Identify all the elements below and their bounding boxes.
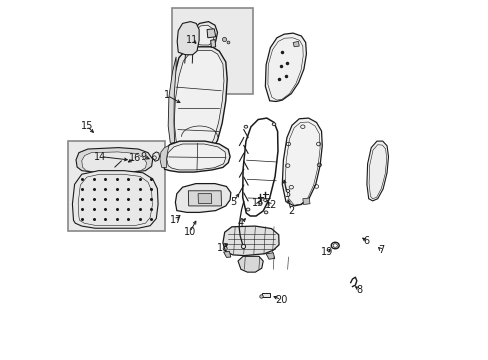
Polygon shape [206, 29, 215, 38]
Text: 20: 20 [274, 294, 287, 305]
Text: 7: 7 [377, 245, 384, 255]
Text: 17: 17 [169, 215, 182, 225]
Polygon shape [152, 152, 159, 161]
Polygon shape [177, 22, 199, 55]
Ellipse shape [246, 208, 249, 211]
Polygon shape [76, 148, 152, 173]
Text: 5: 5 [230, 197, 236, 207]
Text: 3: 3 [284, 189, 289, 199]
Polygon shape [169, 47, 227, 158]
Polygon shape [302, 198, 309, 204]
Text: 11: 11 [186, 35, 198, 45]
Polygon shape [81, 152, 146, 172]
Ellipse shape [263, 199, 266, 201]
Text: 16: 16 [128, 153, 141, 163]
Polygon shape [292, 41, 299, 47]
Polygon shape [72, 171, 158, 228]
Polygon shape [166, 144, 225, 170]
Text: 1: 1 [163, 90, 170, 100]
Polygon shape [188, 191, 221, 206]
Text: 6: 6 [363, 236, 369, 246]
Text: 15: 15 [81, 121, 93, 131]
Text: 8: 8 [356, 285, 362, 295]
Polygon shape [265, 253, 274, 259]
Text: 14: 14 [94, 152, 106, 162]
Polygon shape [366, 141, 387, 201]
Text: 4: 4 [237, 218, 244, 228]
Bar [261, 293, 269, 297]
Polygon shape [282, 118, 322, 206]
Polygon shape [168, 57, 176, 143]
Text: 12: 12 [264, 200, 277, 210]
Bar [171, 8, 252, 94]
Polygon shape [238, 256, 263, 272]
Bar [68, 141, 165, 231]
Ellipse shape [258, 202, 262, 204]
Polygon shape [175, 184, 230, 212]
Polygon shape [223, 251, 230, 257]
Polygon shape [174, 50, 224, 155]
Polygon shape [160, 145, 168, 168]
Ellipse shape [264, 211, 267, 214]
Polygon shape [198, 194, 211, 203]
Text: 18: 18 [216, 243, 228, 253]
Polygon shape [192, 22, 217, 48]
Ellipse shape [244, 125, 247, 128]
Polygon shape [223, 226, 279, 256]
Text: 10: 10 [183, 227, 196, 237]
Text: 19: 19 [321, 247, 333, 257]
Polygon shape [210, 40, 215, 48]
Polygon shape [265, 33, 306, 102]
Polygon shape [162, 141, 230, 172]
Polygon shape [194, 25, 214, 45]
Text: 13: 13 [251, 198, 264, 208]
Ellipse shape [272, 123, 275, 126]
Text: 2: 2 [287, 206, 294, 216]
Text: 9: 9 [141, 152, 146, 162]
